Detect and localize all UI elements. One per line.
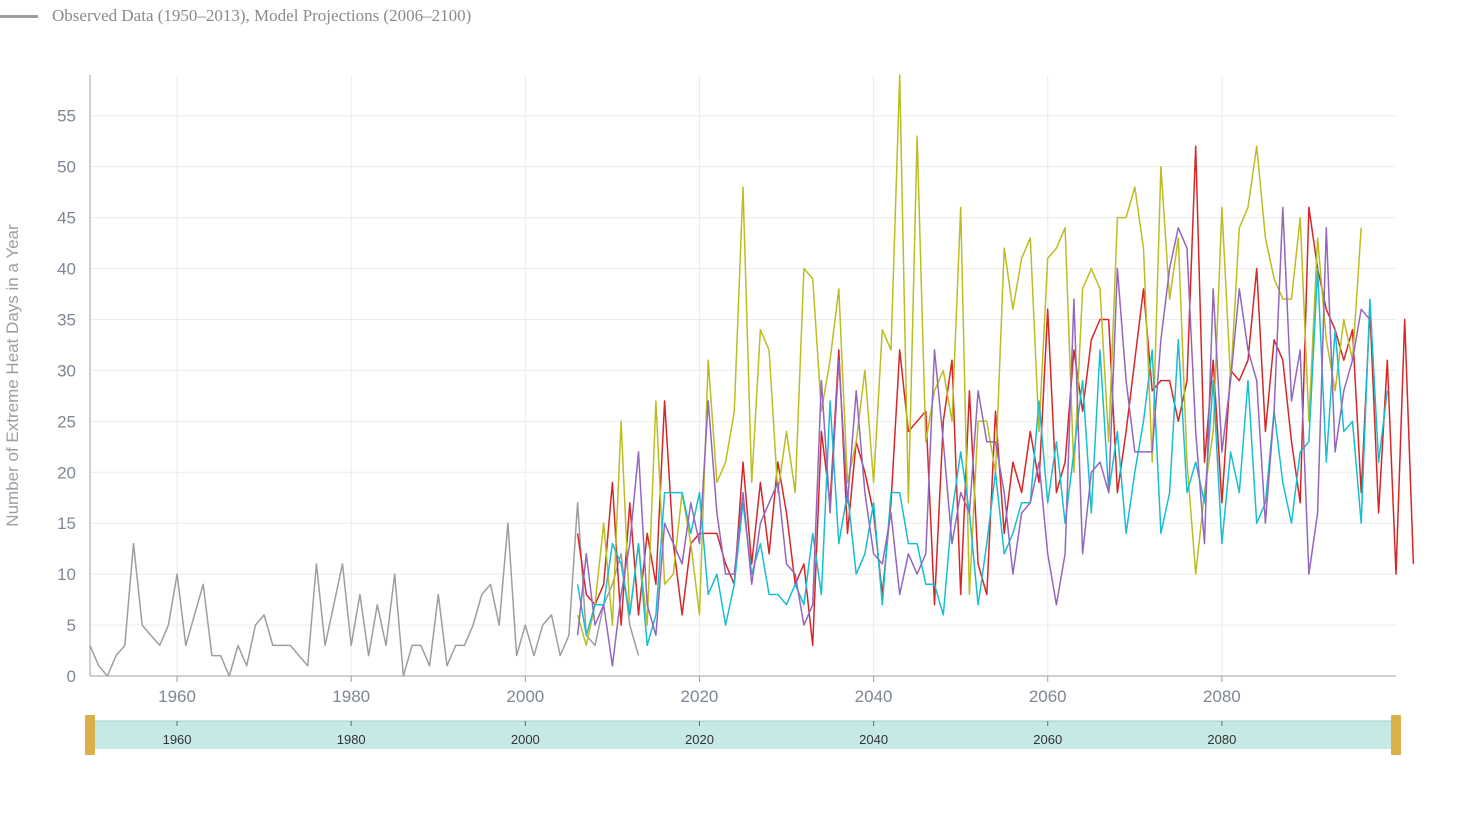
x-tick-label-1980: 1980 bbox=[332, 687, 370, 706]
y-axis-ticks: 0 5 10 15 20 25 30 35 40 45 50 55 bbox=[57, 107, 76, 686]
series-line-model-cyan[interactable] bbox=[576, 267, 1389, 647]
range-navigator[interactable]: 1960 1980 2000 2020 2040 2060 2080 bbox=[85, 715, 1401, 755]
y-tick-label-35: 35 bbox=[57, 310, 76, 329]
y-tick-label-30: 30 bbox=[57, 361, 76, 380]
navigator-tick-label-2000: 2000 bbox=[511, 732, 540, 747]
navigator-tick-label-1960: 1960 bbox=[163, 732, 192, 747]
y-axis-title: Number of Extreme Heat Days in a Year bbox=[3, 224, 22, 527]
y-tick-label-15: 15 bbox=[57, 514, 76, 533]
x-tick-label-1960: 1960 bbox=[158, 687, 196, 706]
series-line-observed[interactable] bbox=[89, 502, 640, 677]
y-tick-label-20: 20 bbox=[57, 463, 76, 482]
navigator-tick-label-1980: 1980 bbox=[337, 732, 366, 747]
y-tick-label-55: 55 bbox=[57, 107, 76, 126]
y-tick-label-25: 25 bbox=[57, 412, 76, 431]
navigator-tick-label-2080: 2080 bbox=[1207, 732, 1236, 747]
x-tick-label-2000: 2000 bbox=[506, 687, 544, 706]
y-tick-label-5: 5 bbox=[67, 616, 76, 635]
series-line-model-purple[interactable] bbox=[576, 206, 1371, 667]
x-tick-label-2020: 2020 bbox=[681, 687, 719, 706]
series-line-model-olive[interactable] bbox=[576, 74, 1362, 647]
y-tick-label-0: 0 bbox=[67, 667, 76, 686]
grid bbox=[90, 75, 1396, 676]
series-lines[interactable] bbox=[89, 74, 1415, 677]
x-tick-label-2040: 2040 bbox=[855, 687, 893, 706]
legend-label: Observed Data (1950–2013), Model Project… bbox=[52, 6, 472, 25]
series-line-model-red[interactable] bbox=[576, 145, 1415, 647]
x-axis-ticks: 1960 1980 2000 2020 2040 2060 2080 bbox=[158, 676, 1241, 706]
y-tick-label-40: 40 bbox=[57, 260, 76, 279]
y-tick-label-10: 10 bbox=[57, 565, 76, 584]
navigator-handle-right[interactable] bbox=[1391, 715, 1401, 755]
legend-swatch-observed bbox=[0, 14, 38, 18]
navigator-tick-label-2020: 2020 bbox=[685, 732, 714, 747]
x-tick-label-2060: 2060 bbox=[1029, 687, 1067, 706]
navigator-tick-label-2040: 2040 bbox=[859, 732, 888, 747]
y-tick-label-50: 50 bbox=[57, 158, 76, 177]
y-tick-label-45: 45 bbox=[57, 209, 76, 228]
x-tick-label-2080: 2080 bbox=[1203, 687, 1241, 706]
navigator-handle-left[interactable] bbox=[85, 715, 95, 755]
legend[interactable]: Observed Data (1950–2013), Model Project… bbox=[0, 5, 471, 27]
navigator-selection[interactable] bbox=[90, 721, 1396, 749]
navigator-tick-label-2060: 2060 bbox=[1033, 732, 1062, 747]
